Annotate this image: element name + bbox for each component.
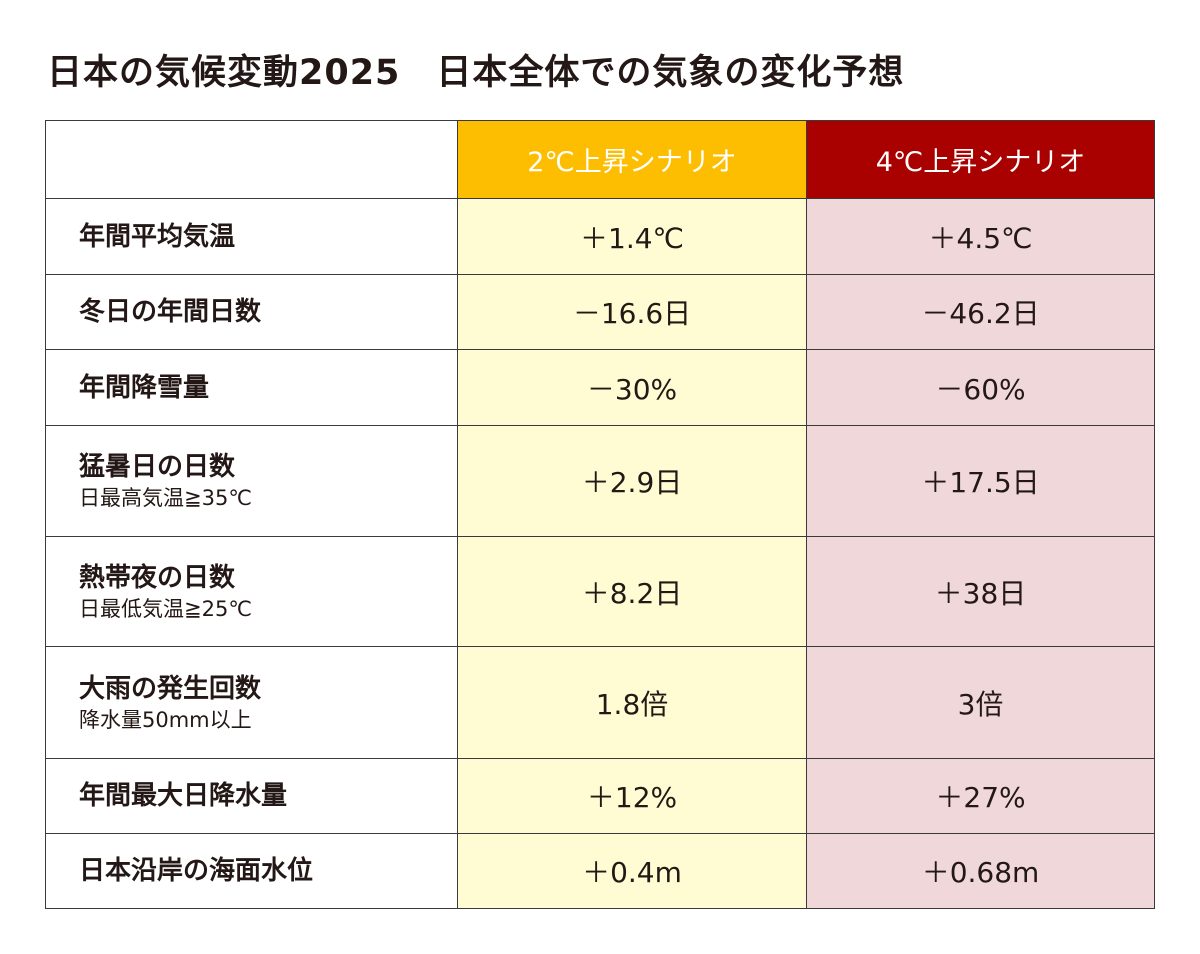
row-label-cell: 猛暑日の日数 日最高気温≧35℃ bbox=[45, 425, 458, 537]
row-label: 冬日の年間日数 bbox=[79, 297, 262, 327]
row-label: 年間最大日降水量 bbox=[79, 781, 288, 811]
row-label: 大雨の発生回数 bbox=[79, 673, 262, 704]
value-scenario-2c: ＋0.4m bbox=[457, 833, 807, 909]
row-label: 日本沿岸の海面水位 bbox=[79, 856, 314, 886]
table-row: 年間降雪量 －30% －60% bbox=[45, 349, 1155, 426]
value-scenario-4c: ＋38日 bbox=[806, 536, 1155, 647]
header-scenario-2c: 2℃上昇シナリオ bbox=[457, 120, 807, 199]
value-scenario-4c: ＋27% bbox=[806, 758, 1155, 834]
value-scenario-2c: ＋8.2日 bbox=[457, 536, 807, 647]
value-scenario-4c: －46.2日 bbox=[806, 274, 1155, 350]
row-label-cell: 熱帯夜の日数 日最低気温≧25℃ bbox=[45, 536, 458, 647]
table-row: 冬日の年間日数 －16.6日 －46.2日 bbox=[45, 274, 1155, 350]
value-scenario-2c: ＋2.9日 bbox=[457, 425, 807, 537]
header-blank-cell bbox=[45, 120, 458, 199]
row-label-cell: 年間降雪量 bbox=[45, 349, 458, 426]
value-scenario-2c: ＋1.4℃ bbox=[457, 198, 807, 275]
table-row: 年間平均気温 ＋1.4℃ ＋4.5℃ bbox=[45, 198, 1155, 275]
value-scenario-4c: ＋17.5日 bbox=[806, 425, 1155, 537]
row-label-cell: 日本沿岸の海面水位 bbox=[45, 833, 458, 909]
row-label: 猛暑日の日数 bbox=[79, 452, 236, 482]
value-scenario-2c: －16.6日 bbox=[457, 274, 807, 350]
table-row: 年間最大日降水量 ＋12% ＋27% bbox=[45, 758, 1155, 834]
value-scenario-2c: －30% bbox=[457, 349, 807, 426]
row-label: 年間降雪量 bbox=[79, 372, 210, 403]
row-sublabel: 日最高気温≧35℃ bbox=[79, 486, 252, 510]
value-scenario-4c: 3倍 bbox=[806, 646, 1155, 759]
table-row: 日本沿岸の海面水位 ＋0.4m ＋0.68m bbox=[45, 833, 1155, 909]
row-label-cell: 大雨の発生回数 降水量50mm以上 bbox=[45, 646, 458, 759]
value-scenario-2c: 1.8倍 bbox=[457, 646, 807, 759]
row-sublabel: 日最低気温≧25℃ bbox=[79, 596, 252, 621]
row-label: 年間平均気温 bbox=[79, 221, 236, 252]
value-scenario-4c: ＋4.5℃ bbox=[806, 198, 1155, 275]
header-scenario-4c: 4℃上昇シナリオ bbox=[806, 120, 1155, 199]
page-title: 日本の気候変動2025 日本全体での気象の変化予想 bbox=[47, 53, 905, 93]
climate-change-table: 2℃上昇シナリオ 4℃上昇シナリオ 年間平均気温 ＋1.4℃ ＋4.5℃ 冬日の… bbox=[45, 120, 1155, 909]
table-row: 猛暑日の日数 日最高気温≧35℃ ＋2.9日 ＋17.5日 bbox=[45, 425, 1155, 537]
value-scenario-2c: ＋12% bbox=[457, 758, 807, 834]
row-label-cell: 年間平均気温 bbox=[45, 198, 458, 275]
row-label: 熱帯夜の日数 bbox=[79, 562, 236, 593]
value-scenario-4c: －60% bbox=[806, 349, 1155, 426]
table-row: 熱帯夜の日数 日最低気温≧25℃ ＋8.2日 ＋38日 bbox=[45, 536, 1155, 647]
table-row: 大雨の発生回数 降水量50mm以上 1.8倍 3倍 bbox=[45, 646, 1155, 759]
row-label-cell: 冬日の年間日数 bbox=[45, 274, 458, 350]
value-scenario-4c: ＋0.68m bbox=[806, 833, 1155, 909]
row-label-cell: 年間最大日降水量 bbox=[45, 758, 458, 834]
row-sublabel: 降水量50mm以上 bbox=[79, 707, 252, 732]
table-header-row: 2℃上昇シナリオ 4℃上昇シナリオ bbox=[45, 120, 1155, 199]
